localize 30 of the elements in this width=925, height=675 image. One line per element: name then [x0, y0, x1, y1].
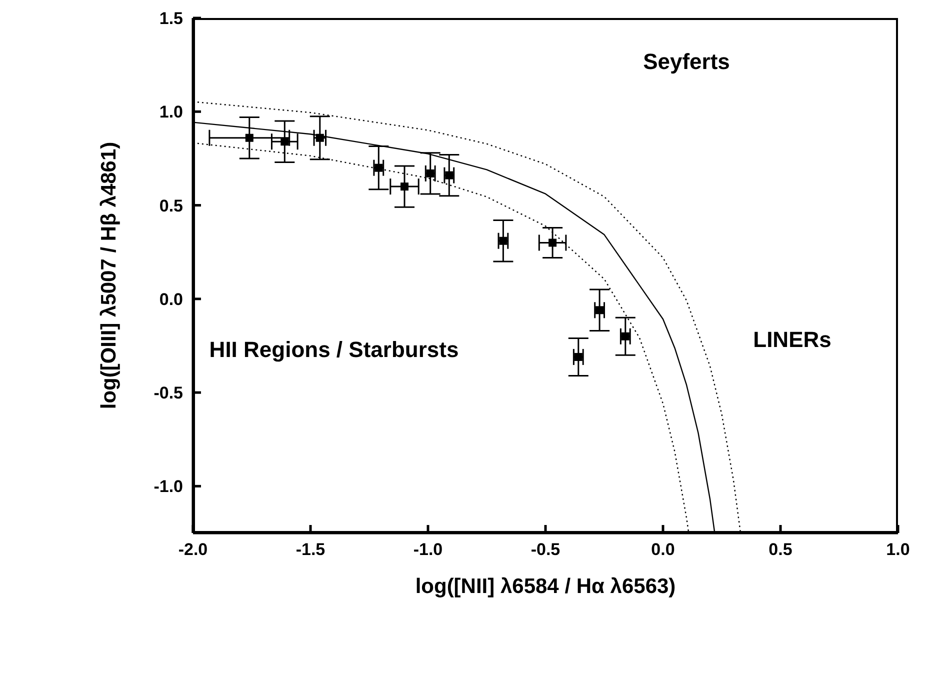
annotation: Seyferts: [643, 48, 730, 75]
point: [280, 138, 289, 146]
point: [621, 332, 630, 340]
point: [445, 171, 454, 180]
point: [426, 169, 434, 178]
point: [316, 134, 324, 142]
y-tick-label: 0.5: [159, 196, 183, 216]
annotation: LINERs: [753, 327, 832, 353]
point: [499, 236, 508, 245]
y-tick-label: 1.5: [159, 9, 183, 28]
x-tick-label: -1.5: [296, 540, 326, 560]
point: [374, 164, 383, 172]
y-tick-label: -1.0: [154, 477, 183, 496]
point: [548, 238, 557, 247]
x-tick-label: 0.5: [768, 540, 792, 560]
y-tick-label: 1.0: [159, 102, 183, 122]
y-axis-title: log([OIII] λ5007 / Hβ λ4861): [97, 142, 120, 410]
point: [400, 182, 408, 191]
point: [245, 134, 254, 142]
point: [574, 352, 582, 361]
x-tick-label: -2.0: [178, 540, 208, 560]
x-tick-label: 1.0: [886, 540, 910, 560]
point: [596, 306, 604, 314]
x-axis-title: log([NII] λ6584 / Hα λ6563): [415, 575, 676, 598]
x-tick-label: 0.0: [651, 540, 675, 560]
y-tick-label: 0.0: [159, 290, 183, 309]
y-tick-label: -0.5: [154, 384, 183, 403]
x-tick-label: -0.5: [530, 540, 560, 560]
x-tick-label: -1.0: [413, 540, 443, 560]
annotation: HII Regions / Starbursts: [209, 337, 459, 364]
